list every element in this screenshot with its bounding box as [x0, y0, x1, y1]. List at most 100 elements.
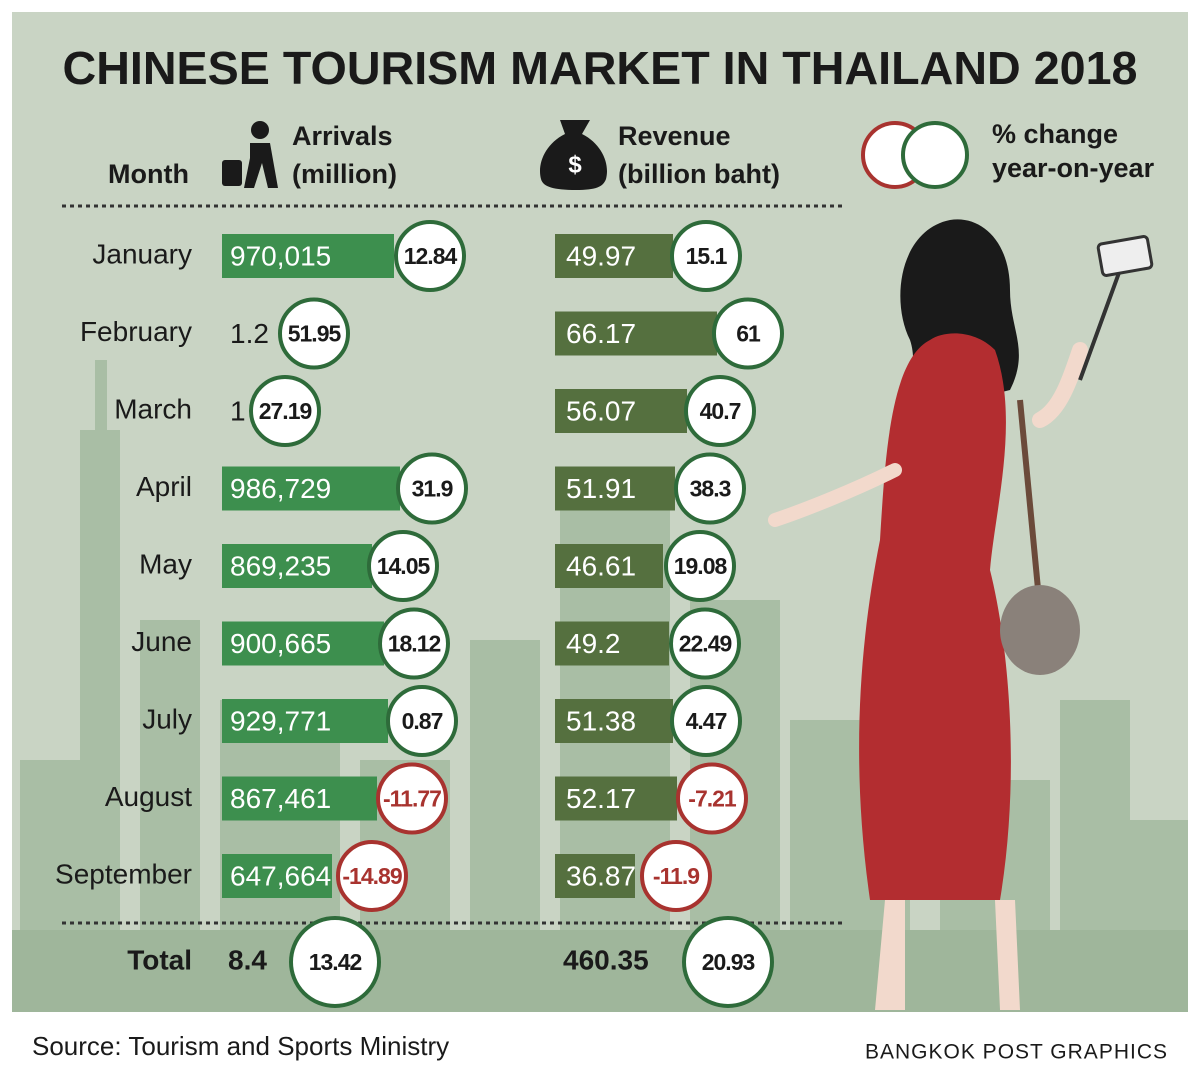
change-circle: [669, 607, 741, 680]
change-circle: [684, 375, 756, 447]
arrivals-header: (million): [292, 159, 397, 189]
change-circle: [676, 762, 748, 835]
month: July: [142, 703, 192, 734]
arrivals-value: 929,771: [230, 705, 331, 736]
svg-text:$: $: [568, 151, 582, 178]
revenue-bar: [555, 699, 673, 743]
total-arrivals: 8.4: [228, 944, 267, 975]
arrivals-value: 869,235: [230, 550, 331, 581]
change-value: 19.08: [674, 553, 728, 579]
change-value: 0.87: [402, 708, 443, 734]
revenue-value: 49.97: [566, 240, 636, 271]
change-circle: [386, 685, 458, 757]
credit: BANGKOK POST GRAPHICS: [865, 1041, 1168, 1064]
revenue-value: 52.17: [566, 783, 636, 814]
change-value: -14.89: [342, 863, 401, 889]
revenue-header: (billion baht): [618, 159, 780, 189]
legend-circle: [901, 121, 969, 189]
arrivals-header: Arrivals: [292, 121, 393, 151]
change-value: -11.77: [383, 786, 441, 812]
arrivals-bar: [222, 466, 400, 511]
arrivals-value: 900,665: [230, 628, 331, 659]
change-value: 4.47: [686, 708, 727, 734]
change-circle: [682, 916, 774, 1008]
change-circle: [674, 452, 746, 525]
arrivals-value: 867,461: [230, 783, 331, 814]
revenue-bar: [555, 389, 687, 433]
change-circle: [336, 840, 408, 912]
change-value: 38.3: [690, 476, 731, 502]
month: September: [55, 858, 192, 889]
change-circle: [670, 220, 742, 292]
change-circle: [376, 762, 448, 835]
change-value: 18.12: [388, 631, 441, 657]
change-circle: [367, 530, 439, 602]
change-value: 40.7: [700, 398, 741, 424]
revenue-value: 36.87: [566, 860, 636, 891]
revenue-bar: [555, 621, 669, 666]
change-value: 12.84: [404, 243, 458, 269]
revenue-bar: [555, 234, 673, 278]
month-header: Month: [108, 159, 189, 189]
money-bag-icon: $: [540, 120, 607, 190]
month: August: [105, 781, 192, 812]
woman-illustration: [768, 219, 1154, 1010]
change-circle: [378, 607, 450, 680]
change-value: 27.19: [259, 398, 312, 424]
legend-label: year-on-year: [992, 153, 1155, 183]
arrivals-bar: [222, 621, 384, 666]
revenue-bar: [555, 776, 677, 821]
change-value: -7.21: [688, 786, 737, 812]
revenue-bar: [555, 544, 663, 588]
revenue-bar: [555, 466, 675, 511]
change-value: 14.05: [377, 553, 431, 579]
change-circle: [249, 375, 321, 447]
revenue-value: 66.17: [566, 318, 636, 349]
month: April: [136, 471, 192, 502]
total-label: Total: [127, 944, 192, 975]
arrivals-value: 970,015: [230, 240, 331, 271]
change-circle: [664, 530, 736, 602]
change-value: -11.9: [653, 863, 699, 889]
month: June: [131, 626, 192, 657]
revenue-value: 51.91: [566, 473, 636, 504]
change-circle: [640, 840, 712, 912]
change-value: 22.49: [679, 631, 732, 657]
change-circle: [278, 297, 350, 370]
change-value: 61: [736, 321, 761, 347]
change-circle: [394, 220, 466, 292]
change-circle: [670, 685, 742, 757]
arrivals-value: 986,729: [230, 473, 331, 504]
change-value: 13.42: [309, 949, 362, 975]
source: Source: Tourism and Sports Ministry: [32, 1031, 449, 1061]
arrivals-value: 647,664: [230, 860, 331, 891]
revenue-value: 56.07: [566, 395, 636, 426]
month: January: [92, 238, 192, 269]
revenue-bar: [555, 854, 635, 898]
month: February: [80, 316, 192, 347]
arrivals-bar: [222, 854, 332, 898]
arrivals-bar: [222, 234, 394, 278]
arrivals-bar: [222, 699, 388, 743]
arrivals-value: 1.2: [230, 318, 269, 349]
revenue-value: 49.2: [566, 628, 621, 659]
walker-icon: [222, 121, 278, 188]
revenue-bar: [555, 311, 717, 356]
change-value: 51.95: [288, 321, 342, 347]
revenue-value: 46.61: [566, 550, 636, 581]
change-circle: [289, 916, 381, 1008]
ground: [12, 930, 1188, 1012]
title: CHINESE TOURISM MARKET IN THAILAND 2018: [63, 42, 1138, 94]
legend-label: % change: [992, 119, 1118, 149]
arrivals-value: 1: [230, 395, 246, 426]
month: May: [139, 548, 192, 579]
month: March: [114, 393, 192, 424]
change-circle: [712, 297, 784, 370]
change-value: 15.1: [686, 243, 728, 269]
change-value: 20.93: [702, 949, 755, 975]
revenue-header: Revenue: [618, 121, 731, 151]
arrivals-bar: [222, 544, 372, 588]
arrivals-bar: [222, 776, 377, 821]
total-revenue: 460.35: [563, 944, 649, 975]
